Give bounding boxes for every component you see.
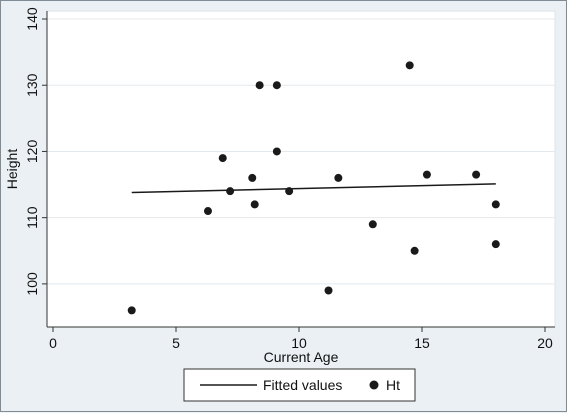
y-axis-ticks: 100 110 120 130 140 bbox=[24, 7, 47, 296]
legend-swatch-ht bbox=[369, 380, 379, 390]
y-tick-label: 110 bbox=[24, 206, 40, 229]
ht-point bbox=[203, 207, 212, 216]
ht-point bbox=[368, 220, 377, 229]
x-tick-label: 10 bbox=[291, 335, 307, 351]
legend: Fitted values Ht bbox=[183, 368, 416, 402]
x-tick-label: 20 bbox=[537, 335, 553, 351]
ht-point bbox=[410, 246, 419, 255]
x-tick-label: 0 bbox=[49, 335, 57, 351]
y-tick-label: 140 bbox=[24, 7, 40, 31]
y-axis-title: Height bbox=[4, 149, 20, 190]
ht-point bbox=[405, 61, 414, 70]
y-tick-label: 130 bbox=[24, 73, 40, 97]
y-tick-label: 100 bbox=[24, 272, 40, 296]
ht-point bbox=[248, 173, 257, 182]
ht-point bbox=[272, 147, 281, 156]
x-axis-title: Current Age bbox=[264, 349, 339, 365]
grid bbox=[47, 18, 555, 285]
plot-area bbox=[46, 10, 556, 328]
fitted-values-line bbox=[131, 183, 496, 194]
x-tick-label: 15 bbox=[414, 335, 430, 351]
ht-point bbox=[334, 173, 343, 182]
ht-point bbox=[218, 154, 227, 163]
ht-point bbox=[491, 240, 500, 249]
data-marks bbox=[127, 61, 500, 315]
ht-point bbox=[324, 286, 333, 295]
ht-point bbox=[422, 170, 431, 179]
legend-label-fitted-values: Fitted values bbox=[263, 377, 342, 393]
ht-point bbox=[127, 306, 136, 315]
y-tick-label: 120 bbox=[24, 140, 40, 164]
legend-label-ht: Ht bbox=[386, 377, 400, 393]
x-tick-label: 5 bbox=[172, 335, 180, 351]
ht-point bbox=[250, 200, 259, 209]
ht-point bbox=[255, 81, 264, 90]
ht-point bbox=[472, 170, 481, 179]
ht-point bbox=[285, 187, 294, 196]
x-axis-ticks: 0 5 10 15 20 bbox=[49, 327, 553, 351]
ht-point bbox=[226, 187, 235, 196]
ht-point bbox=[272, 81, 281, 90]
ht-point bbox=[491, 200, 500, 209]
